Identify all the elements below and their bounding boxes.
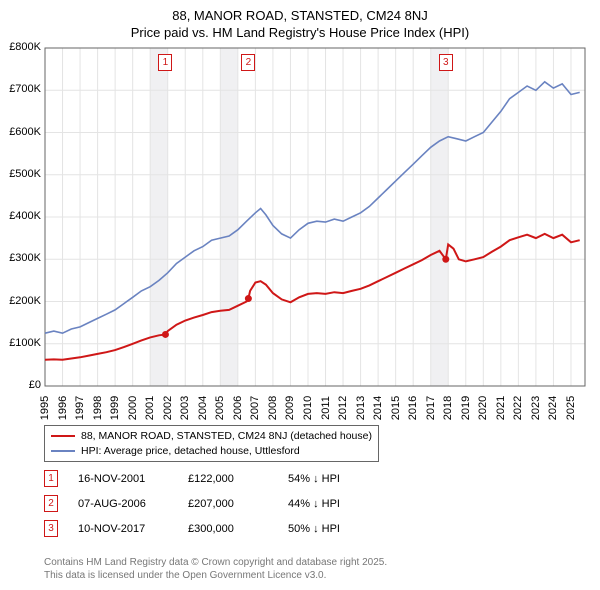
x-axis-label: 2010 [302,393,314,423]
y-axis-label: £200K [1,295,41,307]
x-axis-label: 2018 [442,393,454,423]
x-axis-label: 2025 [565,393,577,423]
sale-marker: 1 [158,54,172,71]
x-axis-label: 2001 [144,393,156,423]
legend-item: HPI: Average price, detached house, Uttl… [51,444,372,459]
x-axis-label: 2016 [407,393,419,423]
x-axis-label: 2023 [530,393,542,423]
x-axis-label: 2015 [390,393,402,423]
legend-label: 88, MANOR ROAD, STANSTED, CM24 8NJ (deta… [81,429,372,444]
footer-line1: Contains HM Land Registry data © Crown c… [44,556,387,569]
sale-marker: 3 [439,54,453,71]
x-axis-label: 2024 [547,393,559,423]
sales-row-hpi: 50% ↓ HPI [288,523,368,535]
x-axis-label: 2000 [127,393,139,423]
y-axis-label: £100K [1,337,41,349]
sales-row-price: £300,000 [188,523,268,535]
x-axis-label: 1996 [57,393,69,423]
sales-row-hpi: 54% ↓ HPI [288,473,368,485]
sales-row-date: 16-NOV-2001 [78,473,168,485]
y-axis-label: £700K [1,83,41,95]
x-axis-label: 2012 [337,393,349,423]
x-axis-label: 2013 [355,393,367,423]
x-axis-label: 2011 [320,393,332,423]
footer-line2: This data is licensed under the Open Gov… [44,569,387,582]
y-axis-label: £500K [1,168,41,180]
legend: 88, MANOR ROAD, STANSTED, CM24 8NJ (deta… [44,425,379,462]
sales-row-marker: 2 [44,495,58,512]
sales-row: 3 10-NOV-2017 £300,000 50% ↓ HPI [44,520,368,537]
legend-label: HPI: Average price, detached house, Uttl… [81,444,300,459]
legend-swatch [51,435,75,437]
x-axis-label: 2009 [284,393,296,423]
sales-row: 1 16-NOV-2001 £122,000 54% ↓ HPI [44,470,368,487]
legend-swatch [51,450,75,452]
sales-row-hpi: 44% ↓ HPI [288,498,368,510]
title-line2: Price paid vs. HM Land Registry's House … [0,25,600,42]
legend-item: 88, MANOR ROAD, STANSTED, CM24 8NJ (deta… [51,429,372,444]
y-axis-label: £400K [1,210,41,222]
x-axis-label: 2021 [495,393,507,423]
x-axis-label: 2020 [477,393,489,423]
x-axis-label: 2019 [460,393,472,423]
y-axis-label: £300K [1,252,41,264]
x-axis-label: 2022 [512,393,524,423]
x-axis-label: 1997 [74,393,86,423]
chart-title: 88, MANOR ROAD, STANSTED, CM24 8NJ Price… [0,0,600,42]
sales-row-price: £122,000 [188,473,268,485]
sales-row-date: 10-NOV-2017 [78,523,168,535]
sales-row-marker: 3 [44,520,58,537]
sales-table: 1 16-NOV-2001 £122,000 54% ↓ HPI 2 07-AU… [44,470,368,545]
y-axis-label: £600K [1,126,41,138]
y-axis-label: £800K [1,41,41,53]
x-axis-label: 2017 [425,393,437,423]
y-axis-label: £0 [1,379,41,391]
line-chart [45,48,585,386]
x-axis-label: 2002 [162,393,174,423]
sale-marker: 2 [241,54,255,71]
footer-attribution: Contains HM Land Registry data © Crown c… [44,556,387,582]
x-axis-label: 1995 [39,393,51,423]
x-axis-label: 2004 [197,393,209,423]
x-axis-label: 2006 [232,393,244,423]
x-axis-label: 2014 [372,393,384,423]
title-line1: 88, MANOR ROAD, STANSTED, CM24 8NJ [0,8,600,25]
x-axis-label: 1999 [109,393,121,423]
x-axis-label: 2005 [214,393,226,423]
x-axis-label: 1998 [92,393,104,423]
sales-row: 2 07-AUG-2006 £207,000 44% ↓ HPI [44,495,368,512]
x-axis-label: 2007 [249,393,261,423]
sales-row-marker: 1 [44,470,58,487]
sales-row-date: 07-AUG-2006 [78,498,168,510]
x-axis-label: 2003 [179,393,191,423]
x-axis-label: 2008 [267,393,279,423]
sales-row-price: £207,000 [188,498,268,510]
